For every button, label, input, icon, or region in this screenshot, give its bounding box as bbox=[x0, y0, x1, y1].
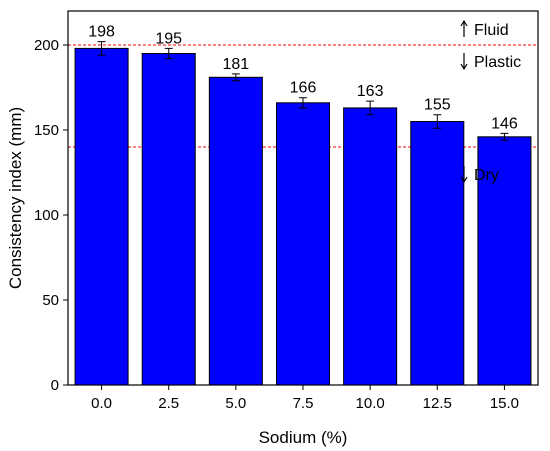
y-tick-label-50: 50 bbox=[42, 292, 59, 309]
error-bar-5.0 bbox=[231, 73, 240, 82]
error-bar-10.0 bbox=[366, 100, 375, 116]
x-tick-label-12.5: 12.5 bbox=[423, 395, 452, 412]
annotation-plastic: Plastic bbox=[474, 54, 521, 71]
bar-10.0 bbox=[343, 107, 398, 386]
data-label-0.0: 198 bbox=[88, 24, 115, 41]
data-label-12.5: 155 bbox=[424, 97, 451, 114]
y-axis-title: Consistency index (mm) bbox=[6, 107, 25, 289]
y-tick-label-100: 100 bbox=[34, 207, 59, 224]
y-tick-label-0: 0 bbox=[51, 377, 59, 394]
bar-0.0 bbox=[74, 47, 129, 386]
data-label-15.0: 146 bbox=[491, 115, 518, 132]
data-label-2.5: 195 bbox=[155, 30, 182, 47]
x-tick-label-7.5: 7.5 bbox=[293, 395, 314, 412]
annotation-fluid: Fluid bbox=[474, 22, 509, 39]
y-tick-label-200: 200 bbox=[34, 37, 59, 54]
bar-7.5 bbox=[275, 102, 331, 386]
error-bar-12.5 bbox=[433, 114, 442, 129]
y-tick-label-150: 150 bbox=[34, 122, 59, 139]
annotation-dry: Dry bbox=[474, 167, 499, 184]
data-label-7.5: 166 bbox=[290, 80, 317, 97]
x-tick-label-2.5: 2.5 bbox=[158, 395, 179, 412]
error-bar-2.5 bbox=[164, 47, 173, 60]
error-bar-7.5 bbox=[299, 97, 307, 109]
error-bar-15.0 bbox=[500, 132, 509, 141]
annotation-arrow-plastic bbox=[460, 53, 468, 71]
annotation-arrow-dry bbox=[460, 166, 468, 184]
x-tick-label-0.0: 0.0 bbox=[91, 395, 112, 412]
x-axis-title: Sodium (%) bbox=[259, 428, 348, 447]
bar-2.5 bbox=[141, 53, 196, 386]
annotation-arrow-fluid bbox=[460, 19, 468, 37]
bar-12.5 bbox=[410, 121, 465, 386]
x-tick-label-5.0: 5.0 bbox=[225, 395, 246, 412]
error-bar-0.0 bbox=[97, 41, 106, 56]
x-tick-label-10.0: 10.0 bbox=[356, 395, 385, 412]
bar-5.0 bbox=[208, 76, 263, 386]
data-label-5.0: 181 bbox=[223, 56, 250, 73]
x-tick-label-15.0: 15.0 bbox=[490, 395, 519, 412]
plot-frame bbox=[67, 10, 539, 386]
data-label-10.0: 163 bbox=[357, 83, 384, 100]
